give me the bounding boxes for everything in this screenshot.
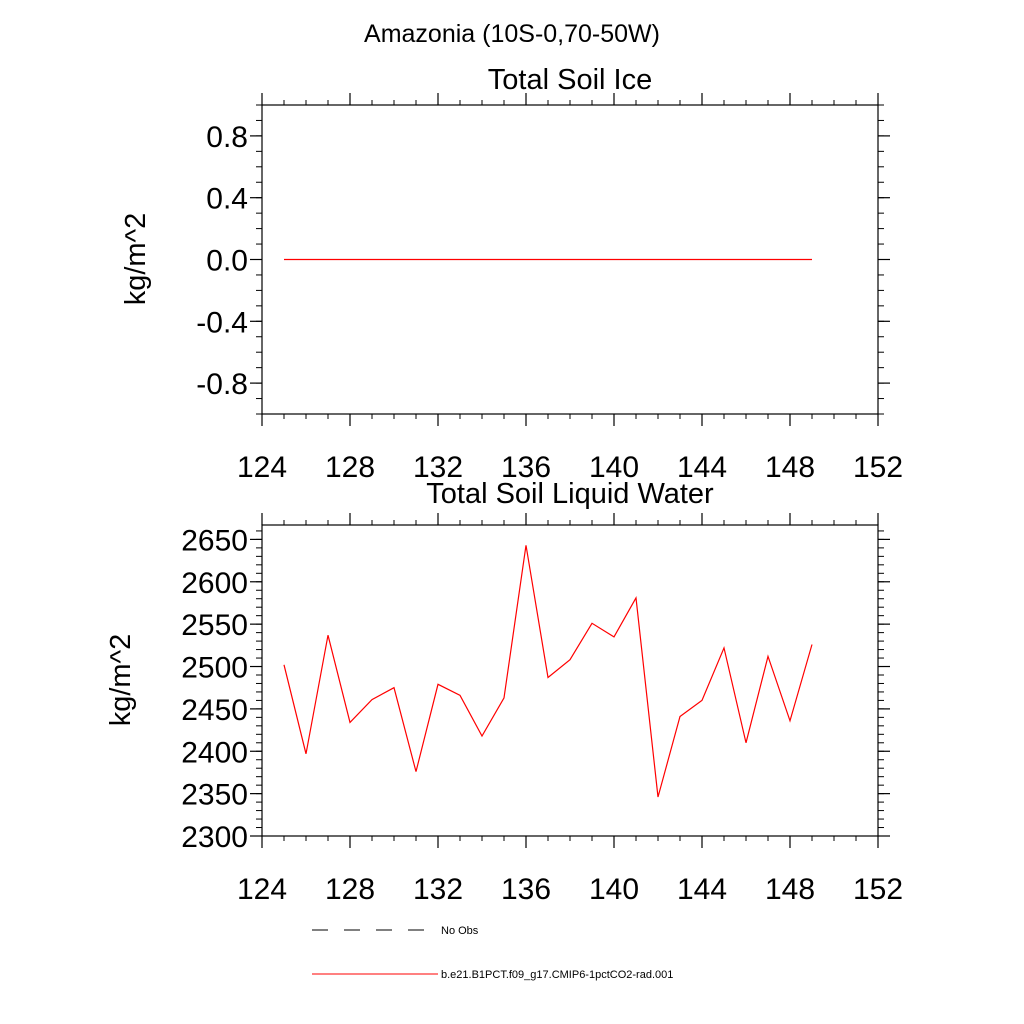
panel-0-ytick-label: 0.4 xyxy=(206,183,248,216)
panel-0-ylabel: kg/m^2 xyxy=(120,213,152,306)
panel-0-xtick-label: 136 xyxy=(501,451,551,484)
panel-1-ytick-label: 2650 xyxy=(181,524,248,557)
panel-1-xtick-label: 128 xyxy=(325,873,375,906)
panel-1-ytick-label: 2300 xyxy=(181,821,248,854)
panel-0-xtick-label: 140 xyxy=(589,451,639,484)
legend-label-no-obs: No Obs xyxy=(441,925,479,937)
panel-1-xtick-label: 132 xyxy=(413,873,463,906)
panel-1-xtick-label: 144 xyxy=(677,873,727,906)
panel-1-xtick-label: 148 xyxy=(765,873,815,906)
panel-0-xtick-label: 124 xyxy=(237,451,287,484)
panel-1-ytick-label: 2600 xyxy=(181,567,248,600)
panel-1-xtick-label: 152 xyxy=(853,873,903,906)
panel-0-xtick-label: 152 xyxy=(853,451,903,484)
panel-1-series-line xyxy=(283,545,813,798)
panel-1-ylabel: kg/m^2 xyxy=(105,634,137,727)
panel-1-ytick-label: 2550 xyxy=(181,609,248,642)
panel-0-title: Total Soil Ice xyxy=(488,64,652,96)
panel-0-ytick-label: 0.8 xyxy=(206,121,248,154)
panel-0-ytick-label: -0.8 xyxy=(196,368,248,401)
panel-0-xtick-label: 144 xyxy=(677,451,727,484)
panel-0-ytick-label: -0.4 xyxy=(196,306,248,339)
panel-1-ytick-label: 2400 xyxy=(181,736,248,769)
panel-0-ytick-label: 0.0 xyxy=(206,245,248,278)
panel-1-frame xyxy=(261,524,879,837)
panel-1-xtick-label: 136 xyxy=(501,873,551,906)
legend: No Obs b.e21.B1PCT.f09_g17.CMIP6-1pctCO2… xyxy=(312,925,673,981)
panel-0-xtick-label: 128 xyxy=(325,451,375,484)
panel-1-ytick-label: 2500 xyxy=(181,652,248,685)
main-title: Amazonia (10S-0,70-50W) xyxy=(364,20,660,48)
legend-label-model: b.e21.B1PCT.f09_g17.CMIP6-1pctCO2-rad.00… xyxy=(441,969,673,981)
panel-total-soil-ice: Total Soil Ice kg/m^2 124 128 132 136 140 144 14… xyxy=(120,64,903,484)
panel-total-soil-liquid-water: Total Soil Liquid Water kg/m^2 124 128 132 13… xyxy=(105,478,903,906)
panel-1-ytick-label: 2450 xyxy=(181,694,248,727)
panel-1-ytick-label: 2350 xyxy=(181,779,248,812)
panel-0-xtick-label: 132 xyxy=(413,451,463,484)
panel-1-xtick-label: 124 xyxy=(237,873,287,906)
panel-1-xtick-label: 140 xyxy=(589,873,639,906)
panel-1-title: Total Soil Liquid Water xyxy=(426,478,714,510)
panel-0-xtick-label: 148 xyxy=(765,451,815,484)
